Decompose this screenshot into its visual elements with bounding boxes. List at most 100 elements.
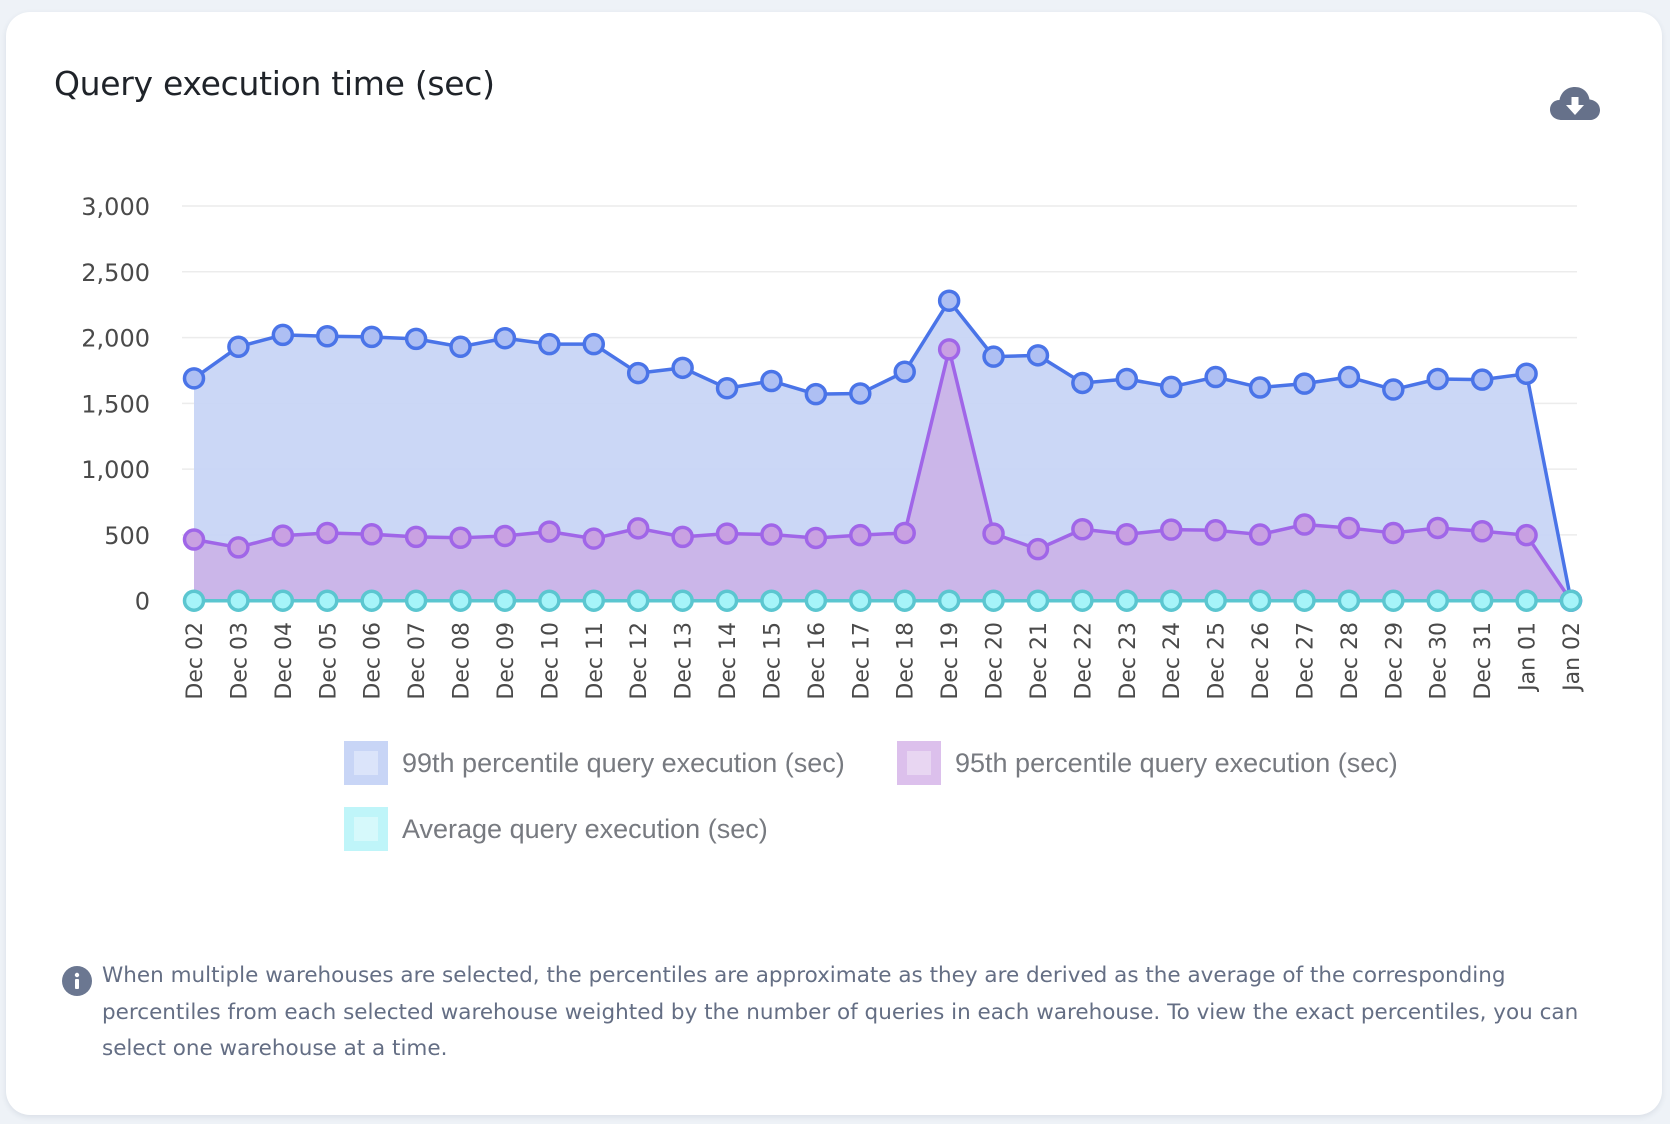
data-point[interactable] <box>1293 513 1316 536</box>
data-point[interactable] <box>760 369 783 393</box>
data-point[interactable] <box>1515 362 1538 385</box>
data-point[interactable] <box>404 589 428 612</box>
data-point[interactable] <box>1470 368 1494 391</box>
data-point[interactable] <box>715 522 739 545</box>
data-point[interactable] <box>893 521 916 545</box>
data-point[interactable] <box>982 589 1005 612</box>
data-point[interactable] <box>1559 589 1583 612</box>
data-point[interactable] <box>1337 589 1361 612</box>
data-point[interactable] <box>893 360 916 384</box>
data-point[interactable] <box>1115 367 1139 391</box>
data-point[interactable] <box>937 289 961 312</box>
legend-item-average[interactable]: Average query execution (sec) <box>344 807 768 851</box>
data-point[interactable] <box>449 526 472 550</box>
data-point[interactable] <box>937 338 961 361</box>
data-point[interactable] <box>715 589 739 612</box>
data-point[interactable] <box>1026 344 1050 367</box>
data-point[interactable] <box>1382 521 1405 545</box>
download-button[interactable] <box>1550 86 1600 122</box>
data-point[interactable] <box>227 536 250 559</box>
data-point[interactable] <box>182 528 206 551</box>
data-point[interactable] <box>538 332 561 356</box>
data-point[interactable] <box>1115 589 1139 612</box>
data-point[interactable] <box>1159 518 1183 541</box>
data-point[interactable] <box>1115 523 1139 546</box>
data-point[interactable] <box>1382 589 1405 612</box>
data-point[interactable] <box>271 323 295 347</box>
data-point[interactable] <box>582 589 606 612</box>
data-point[interactable] <box>1337 365 1361 389</box>
data-point[interactable] <box>1026 589 1050 612</box>
data-point[interactable] <box>1293 589 1316 612</box>
data-point[interactable] <box>316 325 339 348</box>
data-point[interactable] <box>360 325 383 349</box>
data-point[interactable] <box>1248 376 1272 399</box>
data-point[interactable] <box>1204 365 1227 389</box>
data-point[interactable] <box>1071 371 1094 395</box>
data-point[interactable] <box>182 589 206 612</box>
data-point[interactable] <box>227 335 250 359</box>
data-point[interactable] <box>316 521 339 545</box>
data-point[interactable] <box>227 589 250 612</box>
data-point[interactable] <box>360 523 383 546</box>
data-point[interactable] <box>1337 516 1361 540</box>
data-point[interactable] <box>715 376 739 400</box>
legend-item-99th[interactable]: 99th percentile query execution (sec) <box>344 741 845 785</box>
legend-item-95th[interactable]: 95th percentile query execution (sec) <box>897 741 1398 785</box>
data-point[interactable] <box>1382 378 1405 401</box>
data-point[interactable] <box>760 589 783 612</box>
data-point[interactable] <box>493 524 517 548</box>
data-point[interactable] <box>760 523 783 546</box>
data-point[interactable] <box>1159 589 1183 612</box>
data-point[interactable] <box>626 517 650 540</box>
data-point[interactable] <box>1470 519 1494 543</box>
data-point[interactable] <box>1515 523 1538 547</box>
data-point[interactable] <box>360 589 383 612</box>
data-point[interactable] <box>1026 537 1050 561</box>
data-point[interactable] <box>1426 367 1449 391</box>
data-point[interactable] <box>1071 589 1094 612</box>
data-point[interactable] <box>1293 372 1316 395</box>
data-point[interactable] <box>271 524 295 547</box>
data-point[interactable] <box>182 367 206 390</box>
data-point[interactable] <box>493 589 517 612</box>
data-point[interactable] <box>1470 589 1494 612</box>
data-point[interactable] <box>982 345 1005 368</box>
data-point[interactable] <box>404 525 428 549</box>
data-point[interactable] <box>582 527 606 550</box>
data-point[interactable] <box>1426 589 1449 612</box>
data-point[interactable] <box>271 589 295 612</box>
data-point[interactable] <box>1248 523 1272 546</box>
data-point[interactable] <box>937 589 961 612</box>
data-point[interactable] <box>404 327 428 351</box>
data-point[interactable] <box>1071 518 1094 541</box>
data-point[interactable] <box>849 589 872 612</box>
data-point[interactable] <box>449 589 472 612</box>
data-point[interactable] <box>449 335 472 359</box>
data-point[interactable] <box>849 523 872 547</box>
data-point[interactable] <box>804 382 828 406</box>
data-point[interactable] <box>538 520 561 543</box>
data-point[interactable] <box>804 589 828 612</box>
data-point[interactable] <box>804 526 828 550</box>
data-point[interactable] <box>671 589 694 612</box>
data-point[interactable] <box>671 525 694 549</box>
y-tick-label: 0 <box>135 588 150 616</box>
data-point[interactable] <box>893 589 916 612</box>
data-point[interactable] <box>316 589 339 612</box>
data-point[interactable] <box>538 589 561 612</box>
data-point[interactable] <box>582 332 606 356</box>
data-point[interactable] <box>1248 589 1272 612</box>
data-point[interactable] <box>626 589 650 612</box>
data-point[interactable] <box>1204 589 1227 612</box>
data-point[interactable] <box>1204 519 1227 542</box>
data-point[interactable] <box>1426 516 1449 540</box>
data-point[interactable] <box>1159 375 1183 399</box>
data-point[interactable] <box>626 361 650 385</box>
data-point[interactable] <box>1515 589 1538 612</box>
data-point[interactable] <box>671 356 694 380</box>
legend-label: Average query execution (sec) <box>402 813 768 844</box>
data-point[interactable] <box>849 382 872 405</box>
data-point[interactable] <box>982 522 1005 545</box>
data-point[interactable] <box>493 326 517 350</box>
